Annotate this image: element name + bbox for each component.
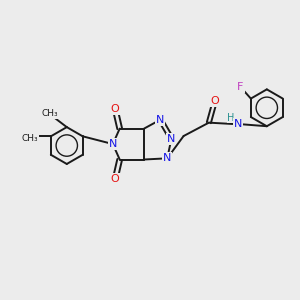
Text: N: N: [109, 139, 117, 149]
Text: CH₃: CH₃: [41, 109, 58, 118]
Text: O: O: [111, 174, 120, 184]
Text: H: H: [227, 112, 235, 123]
Text: N: N: [234, 118, 242, 128]
Text: N: N: [163, 153, 171, 163]
Text: CH₃: CH₃: [22, 134, 38, 143]
Text: N: N: [167, 134, 176, 144]
Text: O: O: [210, 96, 219, 106]
Text: O: O: [111, 104, 120, 114]
Text: F: F: [237, 82, 244, 92]
Text: N: N: [156, 115, 165, 125]
